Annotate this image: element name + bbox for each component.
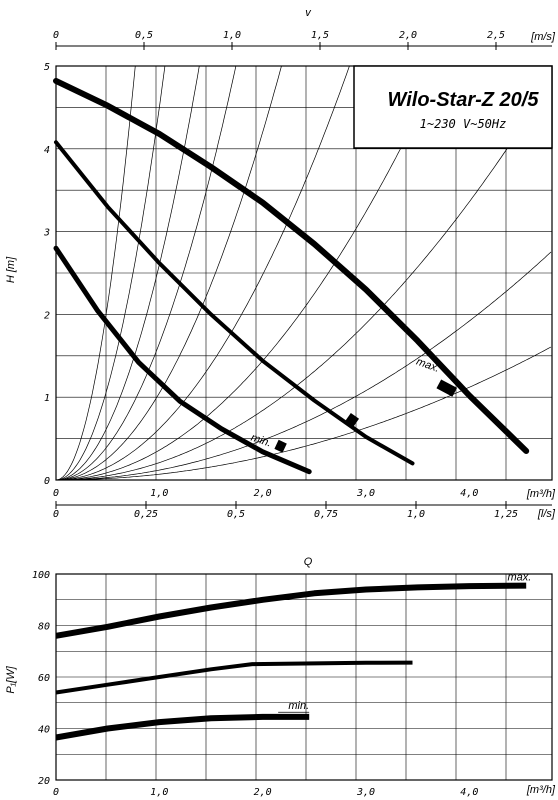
ls-tick-label: 1,25 <box>494 509 518 520</box>
x-tick-label-head: 3,0 <box>356 488 375 499</box>
top-tick-label: 1,0 <box>223 30 241 41</box>
x-tick-label-head: 0 <box>53 488 59 499</box>
power-curve-series-3 <box>55 713 310 741</box>
y-axis-label-power: P₁[W] <box>5 665 17 693</box>
x-tick-label-head: 4,0 <box>460 488 478 499</box>
power-curve-series-2 <box>55 660 413 695</box>
x-tick-label-power: 2,0 <box>254 787 272 798</box>
title-box: Wilo-Star-Z 20/5 1~230 V~50Hz <box>353 65 553 149</box>
y-tick-label-power: 20 <box>38 776 50 787</box>
system-curve <box>56 66 136 480</box>
y-tick-label-power: 80 <box>38 622 50 633</box>
ls-tick-label: 0 <box>53 509 59 520</box>
x-tick-label-power: 0 <box>53 787 59 798</box>
system-curve <box>57 346 552 480</box>
min-marker <box>274 439 287 453</box>
x-tick-label-power: 3,0 <box>356 787 375 798</box>
system-curve <box>57 66 350 480</box>
top-tick-label: 2,5 <box>487 30 505 41</box>
system-curve <box>57 251 552 480</box>
system-curve <box>56 66 200 480</box>
power-plot-area: max. min. 20 40 60 80 100 0 1,0 2,0 3,0 4,0 <box>32 570 553 798</box>
chart-subtitle: 1~230 V~50Hz <box>420 117 507 131</box>
pump-curve-series-2 <box>54 140 415 466</box>
top-tick-label: 1,5 <box>311 30 329 41</box>
x-tick-label-head: 1,0 <box>150 488 168 499</box>
y-tick-label-power: 60 <box>38 673 50 684</box>
max-power-label: max. <box>507 571 531 583</box>
min-power-label: min. <box>288 700 309 712</box>
chart-title: Wilo-Star-Z 20/5 <box>388 89 540 111</box>
max-marker <box>436 379 458 397</box>
top-axis-ticks: 0 0,5 1,0 1,5 2,0 2,5 <box>53 30 505 50</box>
system-curve <box>56 66 282 480</box>
x-tick-label-power: 1,0 <box>150 787 168 798</box>
system-curve <box>57 66 442 480</box>
plot-frame <box>55 573 553 781</box>
ls-tick-label: 0,75 <box>314 509 338 520</box>
pump-curve-series-3 <box>53 245 312 475</box>
mid-marker <box>345 412 360 427</box>
y-tick-label-head: 2 <box>44 310 50 321</box>
x-axis-unit-power: [m³/h] <box>526 784 556 796</box>
pump-curve-series-1 <box>53 77 530 454</box>
ls-tick-label: 1,0 <box>407 509 425 520</box>
y-tick-label-head: 0 <box>44 476 50 487</box>
power-chart-title: Q <box>304 556 313 568</box>
x-axis-unit-head: [m³/h] <box>526 488 556 500</box>
ls-axis-unit: [l/s] <box>537 508 556 520</box>
system-curve <box>56 66 166 480</box>
plot-frame <box>55 65 553 481</box>
y-axis-label-head: H [m] <box>5 256 17 283</box>
top-tick-label: 2,0 <box>399 30 417 41</box>
ls-tick-label: 0,5 <box>227 509 245 520</box>
system-curve <box>56 66 237 480</box>
ls-tick-label: 0,25 <box>134 509 158 520</box>
top-axis-unit: [m/s] <box>530 31 556 43</box>
y-tick-label-power: 40 <box>38 725 50 736</box>
top-tick-label: 0,5 <box>135 30 153 41</box>
y-tick-label-power: 100 <box>32 570 50 581</box>
y-tick-label-head: 3 <box>43 228 50 239</box>
system-curve <box>57 80 552 480</box>
top-axis-title: v <box>305 7 312 19</box>
x-tick-label-power: 4,0 <box>460 787 478 798</box>
ls-axis-ticks: 0 0,25 0,5 0,75 1,0 1,25 <box>53 501 518 520</box>
top-tick-label: 0 <box>53 30 59 41</box>
power-curve-series-1 <box>55 582 527 639</box>
y-tick-label-head: 5 <box>44 62 50 73</box>
x-tick-label-head: 2,0 <box>254 488 272 499</box>
y-tick-label-head: 4 <box>44 145 50 156</box>
y-tick-label-head: 1 <box>44 393 50 404</box>
